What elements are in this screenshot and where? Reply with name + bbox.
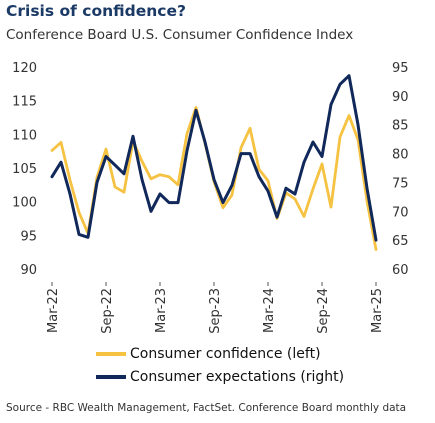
chart-title: Crisis of confidence? xyxy=(6,2,186,20)
x-tick-label: Mar-23 xyxy=(154,288,169,333)
y-left-tick-label: 100 xyxy=(12,196,37,211)
legend: Consumer confidence (left) Consumer expe… xyxy=(96,344,344,390)
chart-subtitle: Conference Board U.S. Consumer Confidenc… xyxy=(6,27,354,43)
y-right-tick-label: 70 xyxy=(392,205,409,220)
legend-label-confidence: Consumer confidence (left) xyxy=(130,346,321,362)
y-left-tick-label: 110 xyxy=(12,128,37,143)
y-right-tick-label: 85 xyxy=(392,119,409,134)
y-left-tick-label: 115 xyxy=(12,95,37,110)
y-left-tick-label: 90 xyxy=(20,263,37,278)
legend-swatch-confidence xyxy=(96,352,126,356)
legend-item-confidence: Consumer confidence (left) xyxy=(96,344,344,364)
legend-item-expectations: Consumer expectations (right) xyxy=(96,367,344,387)
source-note: Source - RBC Wealth Management, FactSet.… xyxy=(6,402,407,414)
y-right-tick-label: 90 xyxy=(392,90,409,105)
legend-swatch-expectations xyxy=(96,375,126,379)
series-line-expectations xyxy=(50,74,378,242)
x-tick-label: Mar-25 xyxy=(370,288,385,333)
legend-label-expectations: Consumer expectations (right) xyxy=(130,369,345,385)
x-tick-label: Sep-22 xyxy=(100,288,115,334)
y-right-tick-label: 75 xyxy=(392,176,409,191)
x-tick-label: Mar-24 xyxy=(262,288,277,333)
x-tick-label: Sep-23 xyxy=(208,288,223,334)
y-left-tick-label: 120 xyxy=(12,61,37,76)
y-left-tick-label: 95 xyxy=(20,229,37,244)
y-left-tick-label: 105 xyxy=(12,162,37,177)
y-right-tick-label: 95 xyxy=(392,61,409,76)
y-right-tick-label: 80 xyxy=(392,148,409,163)
y-right-tick-label: 60 xyxy=(392,263,409,278)
y-right-tick-label: 65 xyxy=(392,234,409,249)
x-tick-label: Mar-22 xyxy=(46,288,61,333)
line-chart: 90 95 100 105 110 115 120 60 65 70 75 80 85 90 95 Mar-2… xyxy=(12,61,409,334)
x-tick-label: Sep-24 xyxy=(316,288,331,334)
